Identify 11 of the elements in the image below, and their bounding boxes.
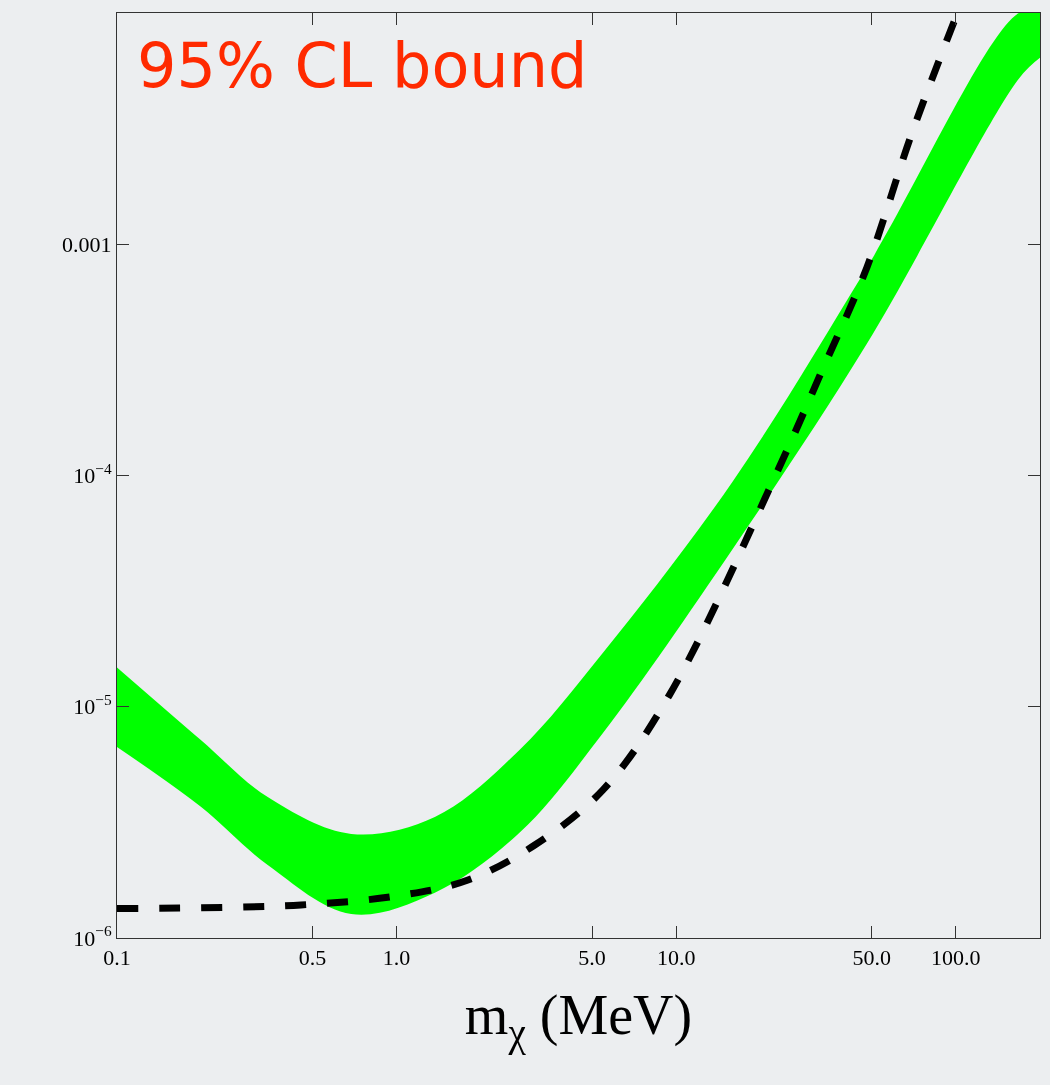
x-tick-label: 0.5: [298, 945, 327, 971]
y-tick-label: 10$^{−4}$: [73, 459, 112, 489]
x-axis-title: m$_{χ}$ (MeV): [464, 984, 693, 1055]
x-tick-label: 1.0: [382, 945, 411, 971]
x-tick-label: 5.0: [578, 945, 606, 971]
x-tick-label: 10.0: [656, 945, 696, 971]
x-tick-label: 100.0: [931, 945, 981, 971]
y-tick-label: 10$^{−5}$: [73, 691, 112, 720]
y-tick-label: 0.001: [62, 231, 112, 257]
x-tick-label: 50.0: [852, 945, 891, 971]
chart-title: 95% CL bound: [137, 29, 588, 102]
